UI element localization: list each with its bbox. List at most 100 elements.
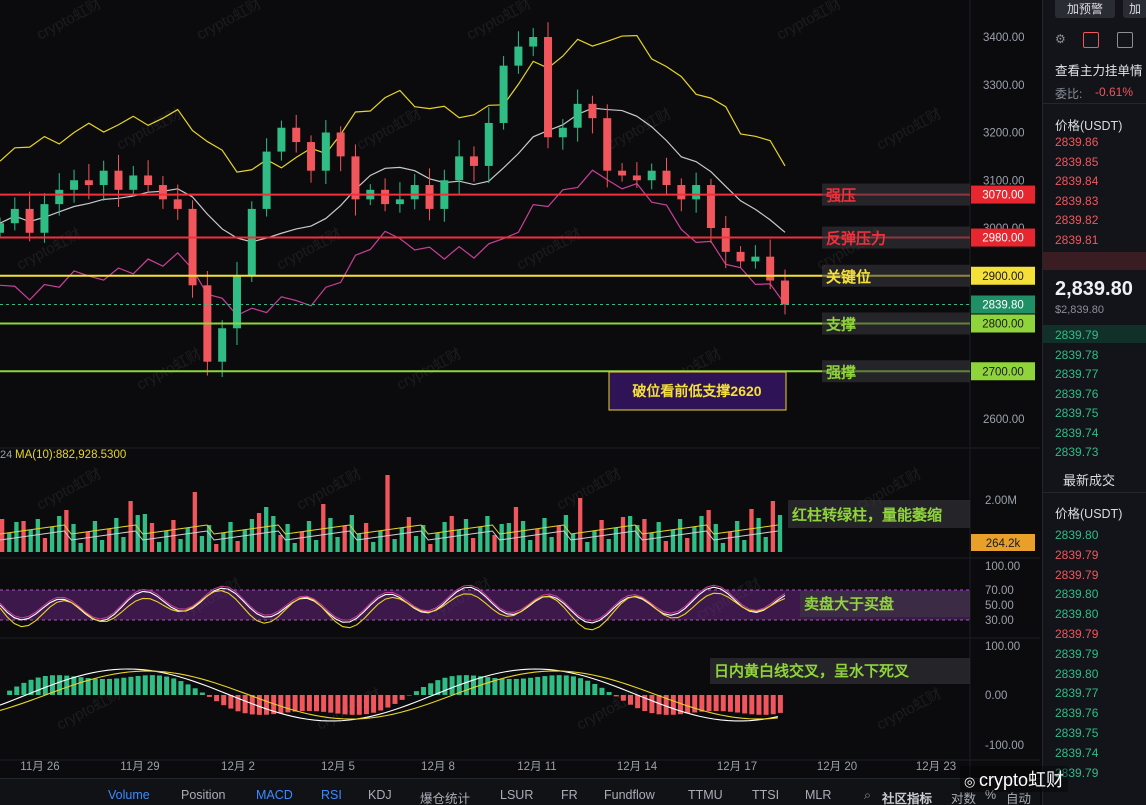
price-tick-label: 3400.00 <box>983 32 1025 44</box>
indicator-tab-爆仓统计[interactable]: 爆仓统计 <box>420 792 471 805</box>
trade-price: 2839.76 <box>1055 706 1099 721</box>
macd-histogram-bar <box>371 695 377 713</box>
community-indicators-icon[interactable]: ⌕ <box>864 788 872 802</box>
current-price-tag <box>971 295 1035 314</box>
bid-price[interactable]: 2839.73 <box>1055 445 1099 459</box>
volume-bar <box>706 510 711 552</box>
indicator-tab-mlr[interactable]: MLR <box>805 788 832 802</box>
candle-body <box>573 103 582 128</box>
price-line-tag <box>971 228 1035 247</box>
community-indicators-button[interactable]: 社区指标 <box>882 792 933 805</box>
add-alert-button[interactable]: 加预警 <box>1055 0 1115 18</box>
auto-scale-button[interactable]: 自动 <box>1006 792 1032 805</box>
ask-price[interactable]: 2839.81 <box>1055 232 1099 247</box>
candle-body <box>455 156 464 181</box>
trade-price: 2839.74 <box>1055 745 1099 760</box>
volume-bar <box>620 517 626 552</box>
orderbook-bids-icon[interactable] <box>1117 32 1133 48</box>
indicator-tab-ttmu[interactable]: TTMU <box>688 788 723 802</box>
ask-price[interactable]: 2839.83 <box>1055 193 1099 208</box>
macd-dif-line <box>0 668 778 722</box>
trade-price: 2839.79 <box>1055 627 1099 641</box>
chart-area[interactable]: crypto虹财 crypto虹财 crypto虹财 crypto虹财 crypto虹财… <box>0 0 1040 778</box>
macd-histogram-bar <box>635 695 641 709</box>
indicator-tab-kdj[interactable]: KDJ <box>368 788 392 802</box>
volume-bar <box>299 532 305 552</box>
ask-price[interactable]: 2839.85 <box>1055 154 1099 169</box>
bid-price[interactable]: 2839.77 <box>1055 367 1099 381</box>
indicator-tab-macd[interactable]: MACD <box>256 788 293 802</box>
macd-tick: -100.00 <box>985 740 1024 752</box>
ask-price[interactable]: 2839.84 <box>1055 174 1099 188</box>
volume-bar <box>428 544 433 552</box>
macd-histogram-bar <box>670 695 676 715</box>
volume-bar <box>228 522 233 552</box>
candle-body <box>558 127 567 138</box>
watermark-text: crypto虹财 <box>874 685 945 733</box>
volume-bar <box>578 498 583 552</box>
indicator-tab-position[interactable]: Position <box>181 788 226 802</box>
volume-bar <box>256 513 262 552</box>
bid-price[interactable]: 2839.78 <box>1055 347 1099 362</box>
percent-scale-button[interactable]: % <box>985 788 997 802</box>
settings-icon[interactable]: ⚙ <box>1055 32 1066 46</box>
macd-histogram-bar <box>449 676 455 695</box>
volume-ma-line <box>0 524 778 535</box>
volume-bar <box>670 530 676 552</box>
volume-bar <box>499 524 504 552</box>
last-price-usd: $2,839.80 <box>1055 304 1104 316</box>
candle-body <box>232 275 241 329</box>
ask-price[interactable]: 2839.82 <box>1055 213 1099 227</box>
indicator-tab-fundflow[interactable]: Fundflow <box>604 788 655 802</box>
volume-bar <box>49 527 55 552</box>
trades-title[interactable]: 最新成交 <box>1063 473 1116 488</box>
orderbook-both-icon[interactable] <box>1083 32 1099 48</box>
macd-histogram-bar <box>642 695 648 712</box>
watermark-text: crypto虹财 <box>394 345 465 393</box>
volume-bar <box>663 541 668 552</box>
indicator-tab-lsur[interactable]: LSUR <box>500 788 534 802</box>
bid-price[interactable]: 2839.79 <box>1055 328 1099 342</box>
ratio-value: -0.61% <box>1095 85 1134 99</box>
log-scale-button[interactable]: 对数 <box>951 792 977 805</box>
indicator-tab-rsi[interactable]: RSI <box>321 788 342 802</box>
macd-histogram-bar <box>14 686 20 695</box>
indicator-tab-ttsi[interactable]: TTSI <box>752 788 780 802</box>
volume-annotation-bg <box>788 500 970 528</box>
indicator-tab-fr[interactable]: FR <box>561 788 578 802</box>
candle-body <box>469 156 478 166</box>
depth-title[interactable]: 查看主力挂单情 <box>1055 64 1143 78</box>
volume-bar <box>192 492 197 552</box>
price-line-tag-value: 2980.00 <box>982 233 1024 245</box>
watermark-text: crypto虹财 <box>354 105 425 153</box>
watermark-text: crypto虹财 <box>554 465 625 513</box>
volume-bar <box>378 531 383 552</box>
volume-bar <box>7 533 12 552</box>
watermark-text: crypto虹财 <box>514 225 585 273</box>
macd-histogram-bar <box>677 695 683 715</box>
price-line-tag <box>971 185 1035 204</box>
bid-price[interactable]: 2839.74 <box>1055 425 1099 440</box>
macd-histogram-bar <box>727 695 733 712</box>
macd-histogram-bar <box>628 695 633 705</box>
orderbook-view-icons: ⚙ <box>1055 32 1145 48</box>
volume-bar <box>456 530 462 552</box>
more-button[interactable]: 加 <box>1123 0 1146 18</box>
volume-annotation: 红柱转绿柱，量能萎缩 <box>792 506 942 524</box>
bid-price[interactable]: 2839.75 <box>1055 406 1099 420</box>
candle-body <box>618 170 627 176</box>
macd-histogram-bar <box>720 695 726 712</box>
volume-bar <box>185 528 190 552</box>
ask-price[interactable]: 2839.86 <box>1055 135 1099 149</box>
macd-histogram-bar <box>592 683 598 695</box>
macd-histogram-bar <box>206 695 212 697</box>
price-chart[interactable]: crypto虹财 crypto虹财 crypto虹财 crypto虹财 crypto虹财… <box>0 0 1040 778</box>
indicator-tab-volume[interactable]: Volume <box>108 788 150 802</box>
volume-bar <box>264 507 269 552</box>
volume-bar <box>221 533 226 552</box>
bid-price[interactable]: 2839.76 <box>1055 386 1099 401</box>
volume-bar <box>121 537 126 552</box>
price-line-label: 反弹压力 <box>826 230 886 248</box>
candle-body <box>70 180 79 190</box>
volume-bar <box>328 518 333 552</box>
